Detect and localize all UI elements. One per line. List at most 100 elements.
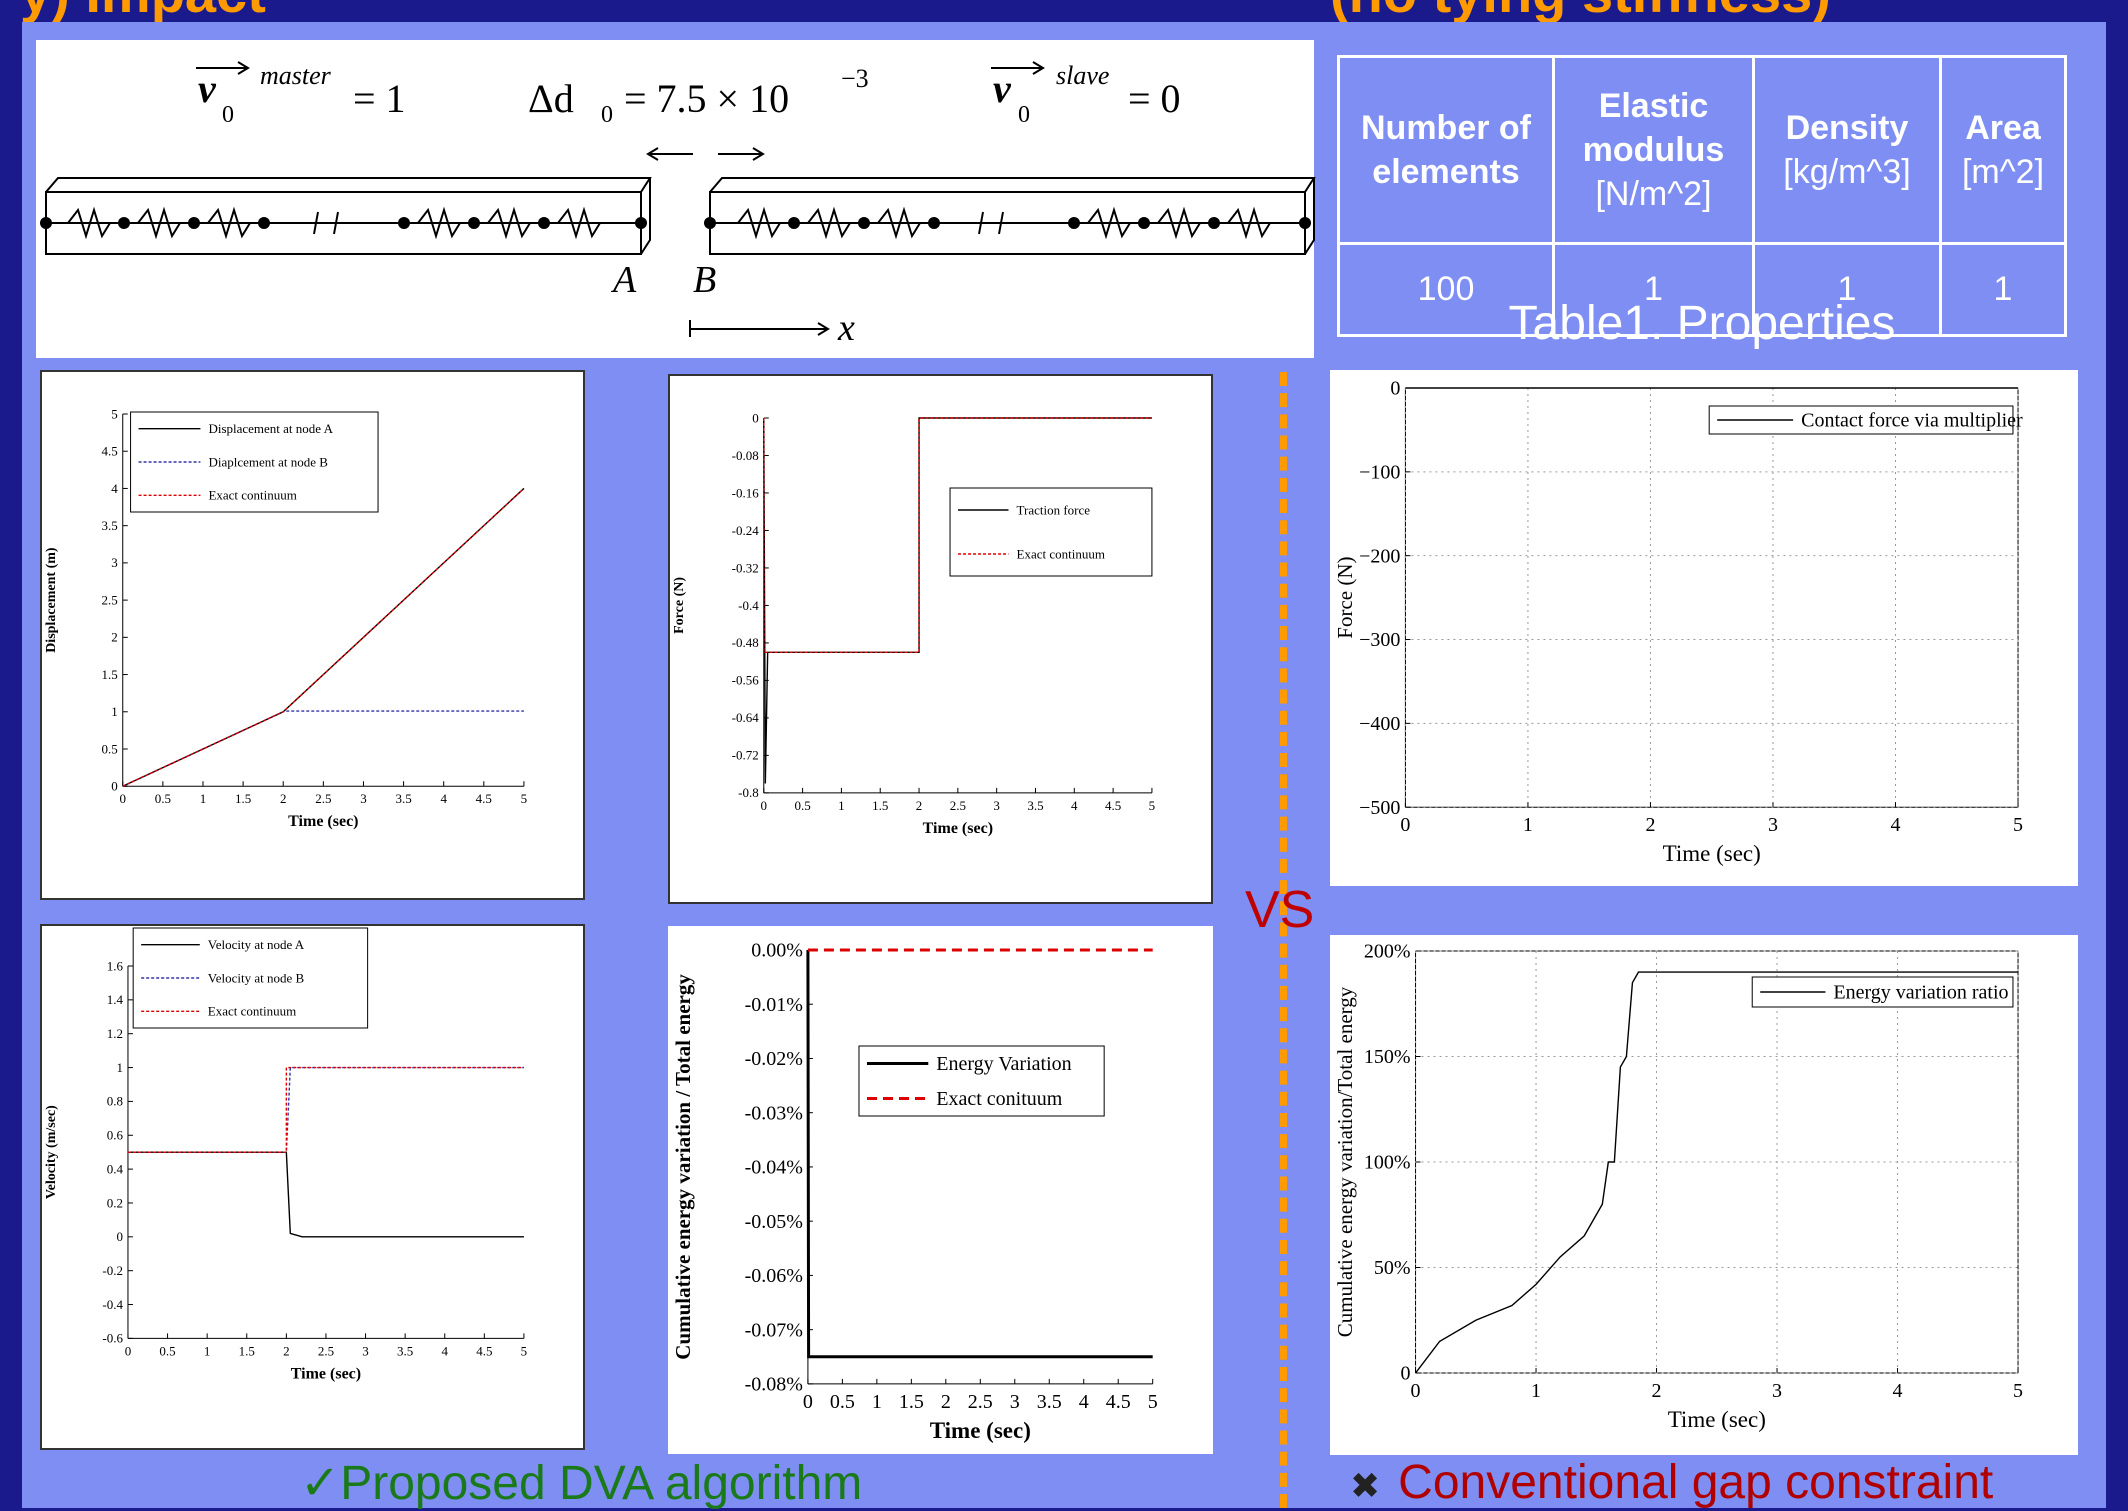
vel-legend-label: Velocity at node A (208, 937, 305, 952)
force-x-tick-label: 1 (838, 798, 845, 813)
disp-y-tick-label: 1.5 (102, 667, 118, 682)
force-legend-label: Exact continuum (1017, 546, 1105, 561)
force-y-tick-label: -0.64 (732, 710, 760, 725)
disp-y-tick-label: 1 (111, 704, 118, 719)
energy-x-tick-label: 1.5 (899, 1391, 924, 1413)
vel-y-tick-label: 0.2 (107, 1195, 123, 1210)
disp-x-tick-label: 4.5 (476, 791, 492, 806)
cforce-x-tick-label: 0 (1400, 814, 1410, 836)
v-master-symbol: v (198, 66, 217, 111)
energy-x-tick-label: 5 (1148, 1391, 1158, 1413)
energy-y-tick-label: 0.00% (751, 940, 803, 962)
vertical-divider (1280, 372, 1287, 1508)
cforce-x-tick-label: 5 (2013, 814, 2023, 836)
force-y-tick-label: -0.16 (732, 485, 760, 500)
cforce-y-tick-label: −100 (1359, 462, 1400, 484)
eratio-x-tick-label: 1 (1531, 1380, 1541, 1402)
vel-y-tick-label: 0.4 (107, 1161, 124, 1176)
disp-x-tick-label: 5 (521, 791, 528, 806)
header-elements: Number of elements (1337, 55, 1555, 245)
cross-icon: ✖ (1350, 1465, 1381, 1506)
energy-legend (858, 1045, 1105, 1117)
v-master-sup: master (260, 61, 332, 90)
table-header-row: Number of elements Elastic modulus [N/m^2… (1337, 55, 2067, 245)
disp-x-tick-label: 4 (440, 791, 447, 806)
energy-variation-chart: 0 0.5 1 1.5 2 2.5 3 3.5 4 4.5 5 0.00% -0.01% -0.02% -0… (668, 926, 1213, 1454)
energy-x-tick-label: 4.5 (1106, 1391, 1131, 1413)
energy-y-tick-label: -0.06% (745, 1265, 803, 1287)
eratio-x-tick-label: 2 (1652, 1380, 1662, 1402)
table-row: 100 1 1 1 (1337, 242, 2067, 337)
force-y-tick-label: -0.4 (738, 598, 759, 613)
energy-x-tick-label: 2 (941, 1391, 951, 1413)
contact-force-chart: 0 1 2 3 4 5 0 −100 −200 −300 −400 −500 Time (sec) For… (1330, 370, 2078, 886)
properties-table: Number of elements Elastic modulus [N/m^2… (1337, 55, 2067, 337)
node-b-label: B (693, 259, 716, 301)
vel-y-tick-label: -0.6 (102, 1331, 123, 1346)
eratio-x-tick-label: 3 (1772, 1380, 1782, 1402)
node-a-label: A (610, 259, 637, 301)
proposed-caption-text: Proposed DVA algorithm (340, 1457, 863, 1510)
eratio-x-tick-label: 4 (1893, 1380, 1903, 1402)
disp-y-tick-label: 2 (111, 630, 118, 645)
disp-x-tick-label: 1 (200, 791, 207, 806)
vel-y-tick-label: -0.2 (102, 1263, 123, 1278)
cforce-x-tick-label: 1 (1523, 814, 1533, 836)
v-slave-eq: = 0 (1128, 76, 1181, 121)
disp-series-0 (122, 487, 525, 787)
disp-series-1 (122, 710, 524, 787)
cell-density: 1 (1752, 242, 1942, 337)
vel-x-tick-label: 3 (362, 1343, 369, 1358)
force-x-tick-label: 4 (1071, 798, 1078, 813)
vel-y-tick-label: -0.4 (102, 1297, 123, 1312)
cell-elements: 100 (1337, 242, 1555, 337)
eratio-y-axis-label: Cumulative energy variation/Total energy (1333, 986, 1357, 1337)
vel-series-1 (127, 1066, 524, 1153)
energy-x-axis-label: Time (sec) (930, 1418, 1031, 1443)
energy-y-axis-label: Cumulative energy variation / Total ener… (671, 974, 695, 1360)
energy-y-tick-label: -0.08% (745, 1374, 803, 1396)
eratio-series-0 (1414, 971, 2019, 1374)
eratio-y-tick-label: 200% (1364, 941, 1411, 963)
displacement-chart: 0 0.5 1 1.5 2 2.5 3 3.5 4 4.5 5 0 0.5 1 1.5 2 2.5 3 3.5 4 4.… (40, 370, 585, 900)
cforce-x-tick-label: 4 (1891, 814, 1901, 836)
vel-x-tick-label: 2.5 (318, 1343, 334, 1358)
v-slave-sup: slave (1056, 61, 1109, 90)
header-modulus: Elastic modulus [N/m^2] (1552, 55, 1755, 245)
cell-area: 1 (1939, 242, 2067, 337)
vel-x-tick-label: 1.5 (239, 1343, 255, 1358)
vel-y-tick-label: 1 (116, 1060, 123, 1075)
force-x-tick-label: 2 (916, 798, 923, 813)
energy-legend-label: Energy Variation (936, 1053, 1071, 1075)
force-x-tick-label: 5 (1149, 798, 1156, 813)
energy-y-tick-label: -0.01% (745, 994, 803, 1016)
vel-legend-label: Exact continuum (208, 1004, 296, 1019)
disp-legend-label: Diaplcement at node B (208, 454, 328, 469)
title-banner: y) Impact (no tying stiffness) (0, 0, 2128, 22)
disp-y-tick-label: 5 (111, 406, 118, 421)
vel-y-tick-label: 1.4 (107, 992, 124, 1007)
v-slave-sub: 0 (1018, 102, 1030, 128)
energy-y-tick-label: -0.07% (745, 1319, 803, 1341)
energy-ratio-chart: 0 1 2 3 4 5 200% 150% 100% 50% 0 Time (sec) Cumulati… (1330, 935, 2078, 1455)
force-series-0 (763, 417, 1152, 784)
vel-series-0 (127, 1151, 524, 1238)
delta-eq: = 7.5 × 10 (624, 76, 789, 121)
energy-x-tick-label: 0.5 (830, 1391, 855, 1413)
banner-left-text: y) Impact (20, 0, 266, 22)
disp-x-tick-label: 1.5 (235, 791, 251, 806)
cforce-x-tick-label: 2 (1645, 814, 1655, 836)
cforce-x-tick-label: 3 (1768, 814, 1778, 836)
vel-legend-label: Velocity at node B (208, 970, 305, 985)
force-y-tick-label: -0.08 (732, 448, 759, 463)
header-area: Area [m^2] (1939, 55, 2067, 245)
v-master-eq: = 1 (353, 76, 406, 121)
vel-y-tick-label: 0 (116, 1229, 123, 1244)
force-x-tick-label: 0 (761, 798, 768, 813)
eratio-y-tick-label: 50% (1374, 1257, 1411, 1279)
eratio-y-tick-label: 0 (1401, 1363, 1411, 1385)
disp-x-tick-label: 2 (280, 791, 287, 806)
vel-x-tick-label: 2 (283, 1343, 290, 1358)
delta-symbol: Δd (528, 76, 574, 121)
disp-series-2 (122, 487, 525, 787)
